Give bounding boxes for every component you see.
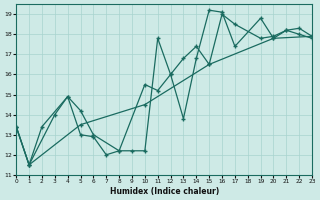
X-axis label: Humidex (Indice chaleur): Humidex (Indice chaleur) — [109, 187, 219, 196]
